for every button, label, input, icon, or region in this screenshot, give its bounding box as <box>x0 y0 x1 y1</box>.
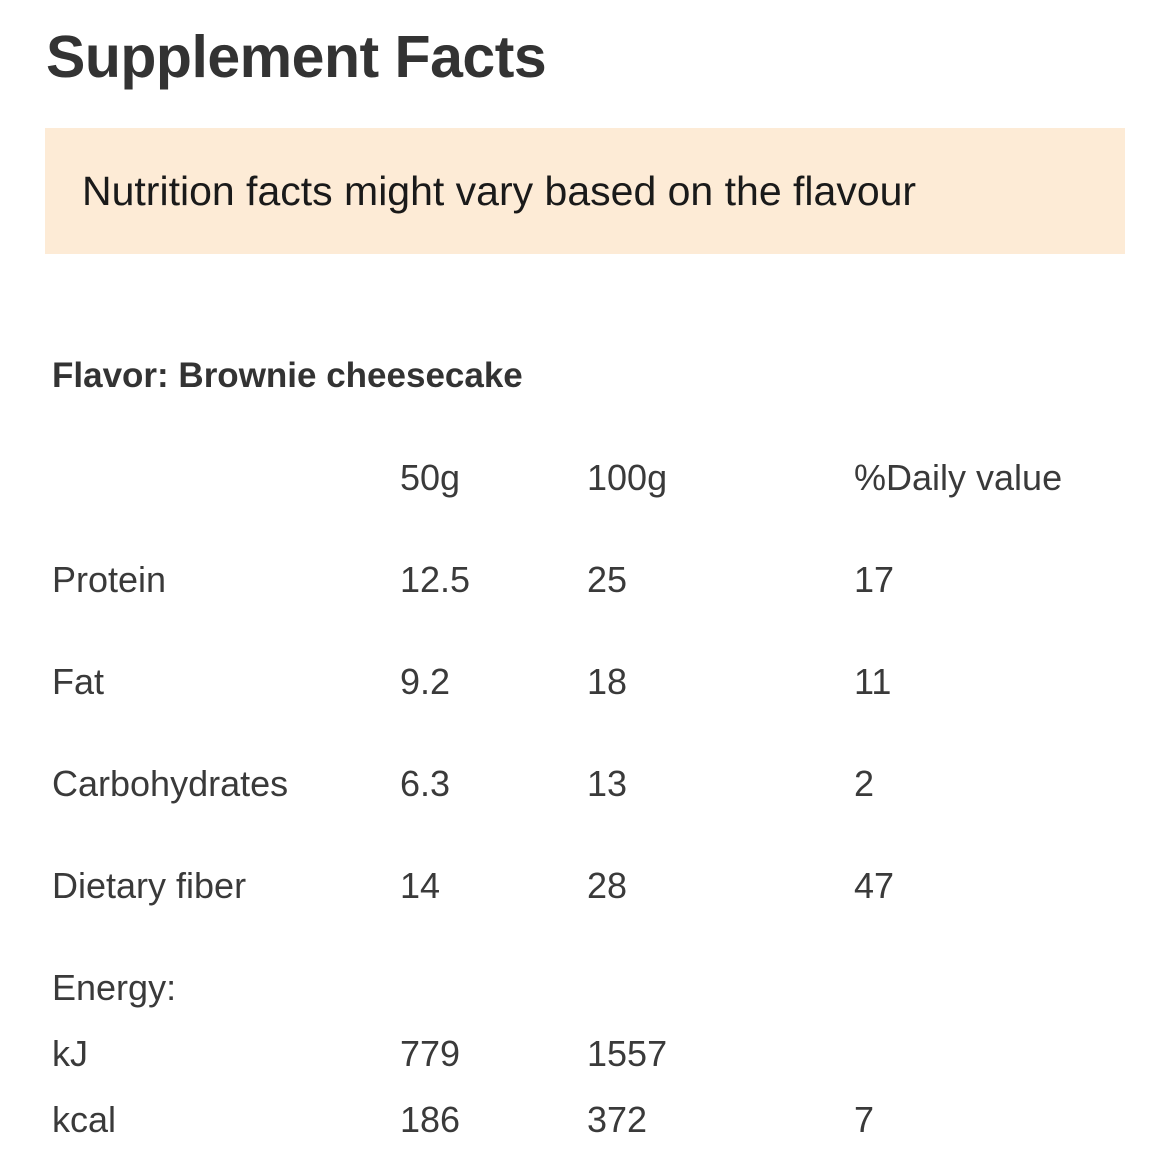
row-value-daily: 2 <box>854 763 875 804</box>
page-title: Supplement Facts <box>46 24 547 90</box>
row-value-50g: 779 <box>400 1033 461 1074</box>
row-label: Carbohydrates <box>52 763 289 804</box>
row-value-50g: 186 <box>400 1099 461 1140</box>
energy-label: Energy: <box>52 967 177 1008</box>
row-label: Fat <box>52 661 105 702</box>
row-value-100g: 1557 <box>587 1033 668 1074</box>
row-value-daily: 11 <box>854 661 892 702</box>
row-value-100g: 28 <box>587 865 628 906</box>
row-value-daily: 17 <box>854 559 895 600</box>
row-value-daily: 47 <box>854 865 895 906</box>
notice-banner: Nutrition facts might vary based on the … <box>45 128 1125 254</box>
row-label: Protein <box>52 559 167 600</box>
row-value-100g: 13 <box>587 763 628 804</box>
header-50g: 50g <box>400 457 461 498</box>
flavor-label: Flavor: Brownie cheesecake <box>52 356 523 395</box>
row-value-50g: 12.5 <box>400 559 471 600</box>
notice-text: Nutrition facts might vary based on the … <box>82 168 917 214</box>
row-value-100g: 18 <box>587 661 628 702</box>
row-value-50g: 6.3 <box>400 763 451 804</box>
row-value-50g: 9.2 <box>400 661 451 702</box>
row-label: kJ <box>52 1033 88 1074</box>
row-label: Dietary fiber <box>52 865 247 906</box>
row-value-daily: 7 <box>854 1099 875 1140</box>
row-value-100g: 25 <box>587 559 628 600</box>
header-100g: 100g <box>587 457 668 498</box>
header-daily-value: %Daily value <box>854 457 1063 498</box>
row-label: kcal <box>52 1099 117 1140</box>
row-value-100g: 372 <box>587 1099 648 1140</box>
row-value-50g: 14 <box>400 865 441 906</box>
